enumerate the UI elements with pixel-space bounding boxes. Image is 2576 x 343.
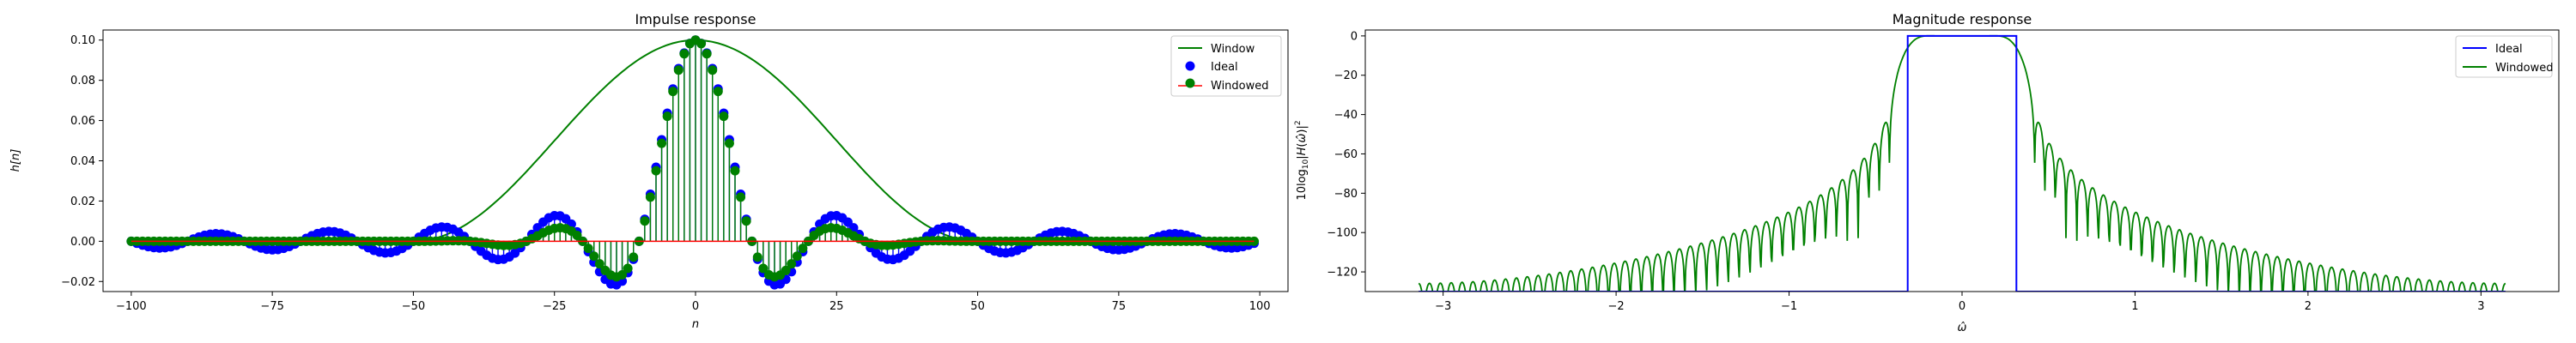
windowed-marker: [787, 259, 797, 269]
x-tick-label: −50: [402, 300, 425, 313]
magnitude-response-y-label: 10log10|H(ω̂)|2: [1294, 120, 1310, 200]
windowed-marker: [713, 87, 723, 97]
x-tick-label: −100: [116, 300, 147, 313]
windowed-marker: [629, 252, 639, 262]
windowed-marker: [594, 259, 605, 269]
x-tick-label: 50: [970, 300, 985, 313]
legend-entry-ideal: Ideal: [1185, 61, 1238, 74]
windowed-marker: [645, 192, 655, 202]
y-tick-label: −120: [1327, 267, 1358, 280]
windowed-marker: [657, 138, 667, 148]
y-tick-label: −20: [1334, 69, 1358, 82]
y-tick-label: −80: [1334, 188, 1358, 201]
x-tick-label: 25: [829, 300, 844, 313]
windowed-marker: [583, 244, 593, 254]
magnitude-response-frame: [1364, 29, 2560, 292]
impulse-response-y-label: h[n]: [9, 149, 22, 172]
magnitude-response-marks: [1418, 34, 2506, 292]
windowed-marker: [792, 251, 802, 262]
windowed-marker: [781, 265, 791, 275]
legend-label-ideal-magnitude: Ideal: [2495, 43, 2523, 56]
magnitude-response-x-ticks: −3 −2 −1 0 1 2 3: [1435, 292, 2484, 313]
legend-label-ideal: Ideal: [1211, 61, 1238, 74]
windowed-marker: [662, 111, 672, 122]
x-tick-label: −1: [1781, 300, 1797, 313]
y-tick-label: −0.02: [61, 276, 95, 289]
windowed-magnitude-curve: [1418, 34, 2506, 292]
x-tick-label: 2: [2305, 300, 2312, 313]
x-tick-label: 1: [2131, 300, 2138, 313]
x-tick-label: 0: [692, 300, 699, 313]
impulse-response-y-ticks: −0.02 0.00 0.02 0.04 0.06 0.08 0.10: [61, 34, 103, 289]
windowed-marker: [673, 65, 683, 75]
x-tick-label: −2: [1608, 300, 1625, 313]
windowed-marker: [798, 244, 808, 254]
x-tick-label: 100: [1249, 300, 1271, 313]
x-tick-label: −3: [1435, 300, 1451, 313]
legend-label-windowed: Windowed: [1211, 80, 1269, 93]
windowed-marker: [758, 263, 769, 274]
y-tick-label: 0.00: [70, 236, 95, 249]
magnitude-response-title: Magnitude response: [1893, 11, 2032, 27]
windowed-marker: [741, 216, 751, 226]
legend-label-window: Window: [1211, 43, 1255, 56]
y-tick-label: 0: [1351, 30, 1358, 43]
y-tick-label: 0.04: [70, 155, 95, 168]
legend-entry-window: Window: [1178, 43, 1255, 56]
y-tick-label: −40: [1334, 109, 1358, 122]
impulse-response-plot: Impulse response −100 −75 −50 −25 0 25 50 75 100…: [9, 11, 1289, 331]
windowed-marker: [640, 216, 650, 226]
magnitude-response-y-ticks: 0 −20 −40 −60 −80 −100 −120: [1327, 30, 1365, 280]
windowed-marker: [730, 165, 740, 176]
windowed-marker: [736, 192, 746, 202]
windowed-marker: [702, 49, 712, 59]
windowed-marker: [651, 165, 661, 176]
y-tick-label: 0.10: [70, 34, 95, 47]
windowed-marker: [589, 251, 599, 262]
windowed-marker: [679, 49, 690, 59]
y-tick-label: 0.02: [70, 196, 95, 208]
ideal-magnitude-curve: [1419, 34, 2506, 292]
x-tick-label: 3: [2477, 300, 2484, 313]
x-tick-label: −25: [543, 300, 566, 313]
windowed-marker: [724, 138, 734, 148]
magnitude-response-plot: Magnitude response −3 −2 −1 0 1 2 3 0 −20 −40 −60…: [1294, 11, 2560, 334]
windowed-marker: [617, 269, 628, 280]
impulse-response-title: Impulse response: [635, 11, 756, 27]
y-tick-label: −60: [1334, 148, 1358, 161]
windowed-marker: [696, 39, 707, 49]
windowed-marker: [752, 252, 762, 262]
window-curve: [131, 39, 1255, 243]
magnitude-response-legend: Ideal Windowed: [2455, 35, 2554, 78]
x-tick-label: −75: [260, 300, 283, 313]
x-tick-label: 75: [1112, 300, 1127, 313]
x-tick-label: 0: [1959, 300, 1965, 313]
windowed-marker: [719, 111, 729, 122]
impulse-response-x-ticks: −100 −75 −50 −25 0 25 50 75 100: [116, 292, 1271, 313]
windowed-marker: [572, 230, 582, 240]
impulse-response-marks: [126, 35, 1260, 290]
magnitude-response-x-label: ω̂: [1958, 322, 1967, 334]
legend-label-windowed-magnitude: Windowed: [2495, 62, 2554, 75]
y-tick-label: 0.08: [70, 75, 95, 87]
windowed-marker: [708, 65, 718, 75]
legend-entry-windowed-magnitude: Windowed: [2463, 62, 2554, 75]
impulse-response-legend: Window Ideal Windowed: [1170, 35, 1282, 97]
impulse-response-x-label: n: [692, 318, 699, 331]
y-tick-label: −100: [1327, 227, 1358, 240]
y-tick-label: 0.06: [70, 115, 95, 128]
legend-entry-windowed: Windowed: [1178, 78, 1269, 93]
windowed-marker: [668, 87, 678, 97]
legend-entry-ideal-magnitude: Ideal: [2463, 43, 2523, 56]
windowed-marker: [623, 263, 633, 274]
